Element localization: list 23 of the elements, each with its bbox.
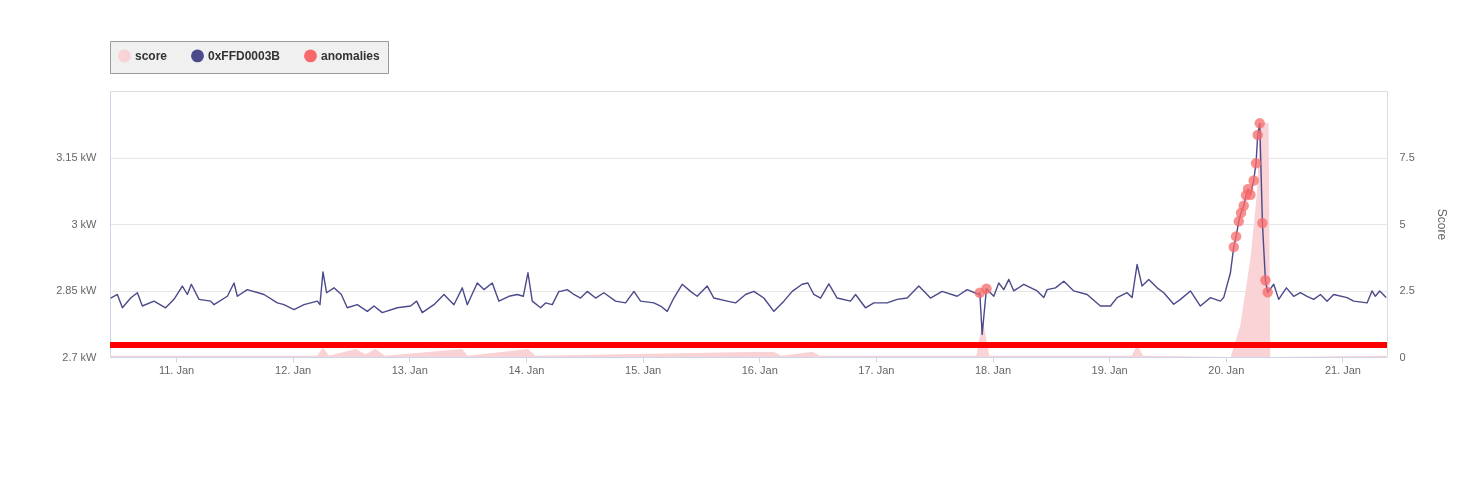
x-tick-label: 12. Jan [275,363,312,376]
y2-axis-title: Score [1434,208,1449,241]
x-tick-label: 19. Jan [1091,363,1128,376]
y-tick-label: 2.85 kW [56,284,98,296]
x-tick-label: 18. Jan [974,363,1012,376]
legend-label: score [135,48,168,63]
x-tick-label: 11. Jan [158,363,195,376]
x-tick-label: 13. Jan [391,363,428,376]
x-tick-label: 16. Jan [741,363,778,376]
legend-label: anomalies [321,48,381,63]
x-tick-label: 21. Jan [1324,363,1361,376]
legend-label: 0xFFD0003B [208,48,281,63]
y2-tick-label: 5 [1399,217,1406,230]
y-tick-label: 3.15 kW [56,151,98,163]
x-tick-label: 14. Jan [508,363,545,376]
y2-tick-label: 7.5 [1399,151,1415,163]
y-tick-label: 2.7 kW [62,350,98,363]
y2-tick-label: 0 [1399,350,1406,363]
x-tick-label: 20. Jan [1208,363,1245,376]
x-tick-label: 17. Jan [858,363,895,376]
y2-tick-label: 2.5 [1399,284,1415,296]
x-tick-label: 15. Jan [625,363,662,376]
y-tick-label: 3 kW [71,217,98,230]
